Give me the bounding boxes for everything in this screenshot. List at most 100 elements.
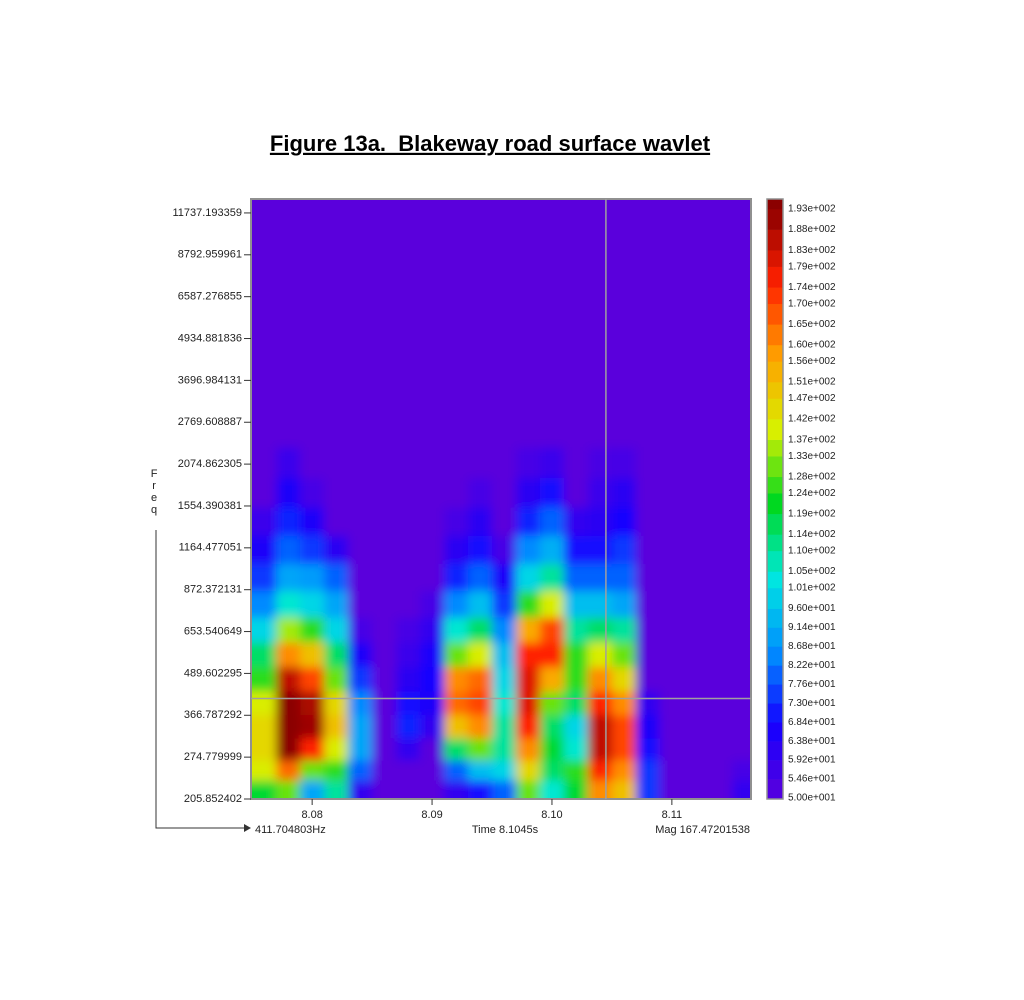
heatmap-cell (635, 535, 661, 564)
heatmap-cell (635, 666, 661, 692)
heatmap-cell (468, 535, 493, 564)
heatmap-cell (731, 642, 751, 668)
heatmap-cell (587, 666, 613, 692)
heatmap-cell (492, 760, 517, 781)
heatmap-cell (683, 535, 709, 564)
heatmap-cell (683, 477, 709, 508)
heatmap-cell (492, 691, 517, 715)
heatmap-cell (444, 666, 469, 692)
heatmap-cell (276, 666, 301, 692)
heatmap-cell (659, 477, 685, 508)
heatmap-cell (444, 563, 469, 592)
heatmap-cell (683, 563, 709, 592)
heatmap-cell (348, 446, 373, 479)
heatmap-cell (659, 446, 685, 479)
heatmap-cell (731, 760, 751, 781)
heatmap-cell (563, 666, 589, 692)
heatmap-cell (635, 760, 661, 781)
heatmap-cell (396, 737, 421, 761)
heatmap-cell (515, 199, 541, 361)
heatmap-cell (420, 477, 445, 508)
heatmap-cell (348, 760, 373, 781)
heatmap-cell (251, 617, 277, 643)
heatmap-cell (659, 617, 685, 643)
heatmap-cell (468, 590, 493, 618)
heatmap-cell (611, 666, 637, 692)
heatmap-cell (707, 199, 733, 361)
heatmap-cell (611, 359, 637, 448)
y-tick-label: 274.779999 (184, 751, 242, 763)
heatmap-cell (611, 642, 637, 668)
heatmap-cell (539, 199, 565, 361)
heatmap-cell (659, 535, 685, 564)
heatmap-cell (492, 590, 517, 618)
heatmap-cell (372, 359, 397, 448)
heatmap (251, 199, 751, 799)
heatmap-cell (420, 780, 445, 799)
heatmap-cell (563, 737, 589, 761)
colorbar-band (767, 344, 783, 362)
cursor-freq: 411.704803Hz (255, 824, 326, 836)
heatmap-cell (420, 617, 445, 643)
heatmap-cell (324, 780, 349, 799)
colorbar-label: 1.60e+002 (788, 340, 836, 351)
heatmap-cell (707, 642, 733, 668)
colorbar-band (767, 493, 783, 515)
heatmap-cell (492, 446, 517, 479)
colorbar-label: 5.00e+001 (788, 793, 836, 804)
heatmap-cell (515, 666, 541, 692)
colorbar-band (767, 419, 783, 440)
y-tick-label: 6587.276855 (178, 291, 242, 303)
heatmap-cell (635, 563, 661, 592)
heatmap-cell (372, 737, 397, 761)
heatmap-cell (683, 714, 709, 739)
heatmap-cell (659, 507, 685, 536)
colorbar-band (767, 199, 783, 210)
heatmap-cell (563, 563, 589, 592)
heatmap-cell (635, 737, 661, 761)
y-tick-label: 3696.984131 (178, 374, 242, 386)
heatmap-cell (515, 563, 541, 592)
y-tick-label: 2074.862305 (178, 458, 242, 470)
heatmap-cell (324, 507, 349, 536)
y-tick-label: 8792.959961 (178, 249, 242, 261)
heatmap-cell (659, 691, 685, 715)
colorbar-label: 1.33e+002 (788, 451, 836, 462)
heatmap-cell (731, 507, 751, 536)
heatmap-cell (635, 507, 661, 536)
heatmap-cell (348, 642, 373, 668)
heatmap-cell (515, 477, 541, 508)
heatmap-cell (444, 691, 469, 715)
heatmap-cell (587, 477, 613, 508)
heatmap-cell (372, 199, 397, 361)
heatmap-cell (444, 535, 469, 564)
heatmap-cell (396, 507, 421, 536)
heatmap-cell (468, 563, 493, 592)
heatmap-cell (563, 507, 589, 536)
heatmap-cell (300, 760, 325, 781)
heatmap-cell (707, 507, 733, 536)
colorbar-label: 6.38e+001 (788, 736, 836, 747)
heatmap-cell (515, 760, 541, 781)
heatmap-cell (396, 199, 421, 361)
heatmap-cell (635, 590, 661, 618)
heatmap-cell (420, 760, 445, 781)
heatmap-cell (707, 563, 733, 592)
colorbar-band (767, 534, 783, 552)
colorbar-label: 1.28e+002 (788, 471, 836, 482)
heatmap-cell (731, 780, 751, 799)
heatmap-cell (300, 199, 325, 361)
colorbar-label: 1.10e+002 (788, 546, 836, 557)
heatmap-cell (348, 535, 373, 564)
heatmap-cell (659, 563, 685, 592)
colorbar-label: 1.79e+002 (788, 261, 836, 272)
heatmap-cell (635, 446, 661, 479)
heatmap-cell (420, 199, 445, 361)
heatmap-cell (635, 199, 661, 361)
y-tick-label: 489.602295 (184, 667, 242, 679)
heatmap-cell (420, 590, 445, 618)
heatmap-cell (300, 590, 325, 618)
colorbar-label: 7.76e+001 (788, 679, 836, 690)
heatmap-cell (396, 760, 421, 781)
colorbar-label: 1.24e+002 (788, 488, 836, 499)
